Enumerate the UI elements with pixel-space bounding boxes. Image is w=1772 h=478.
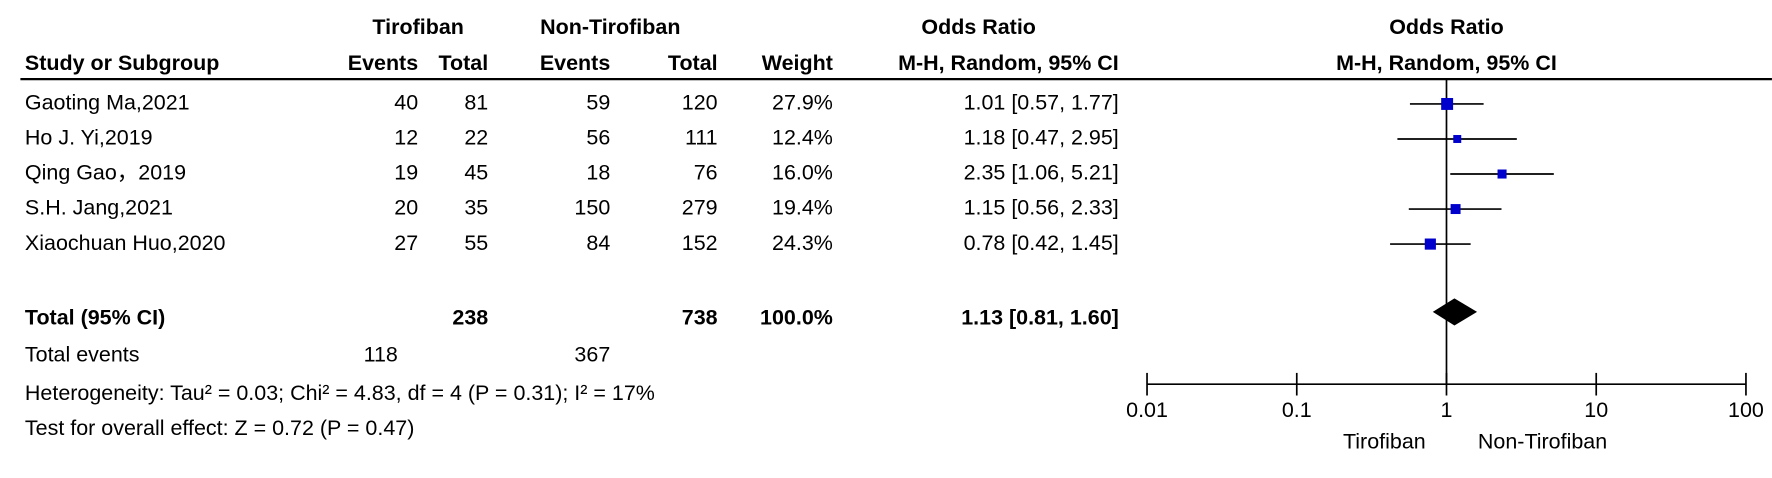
study-cell: 22 <box>464 126 488 150</box>
study-cell: 20 <box>394 196 418 220</box>
column-header: M-H, Random, 95% CI <box>898 51 1119 75</box>
total-events-cell: 367 <box>574 343 610 367</box>
effect-square <box>1450 204 1461 215</box>
heterogeneity: Heterogeneity: Tau² = 0.03; Chi² = 4.83,… <box>25 381 655 405</box>
study-cell: 150 <box>574 196 610 220</box>
study-cell: 1.15 [0.56, 2.33] <box>964 196 1119 220</box>
overall-effect: Test for overall effect: Z = 0.72 (P = 0… <box>25 416 414 440</box>
column-header: Total <box>439 51 489 75</box>
total-events-label: Total events <box>25 343 140 367</box>
group-header: Tirofiban <box>372 15 463 39</box>
total-label: Total (95% CI) <box>25 305 165 329</box>
study-cell: 1.01 [0.57, 1.77] <box>964 91 1119 115</box>
study-cell: 279 <box>682 196 718 220</box>
study-cell: 45 <box>464 161 488 185</box>
summary-diamond <box>1432 298 1478 326</box>
study-cell: 19.4% <box>772 196 833 220</box>
column-header: Events <box>348 51 418 75</box>
study-cell: 1.18 [0.47, 2.95] <box>964 126 1119 150</box>
study-cell: 152 <box>682 231 718 255</box>
group-header: Non-Tirofiban <box>540 15 680 39</box>
study-cell: 76 <box>694 161 718 185</box>
total-cell: 738 <box>682 305 718 329</box>
favours-label: Tirofiban <box>1343 430 1426 454</box>
study-cell: 12 <box>394 126 418 150</box>
study-name: S.H. Jang,2021 <box>25 196 173 220</box>
study-cell: 18 <box>586 161 610 185</box>
study-cell: 111 <box>685 126 718 150</box>
effect-square <box>1497 169 1507 179</box>
column-header: Total <box>668 51 718 75</box>
study-cell: 27.9% <box>772 91 833 115</box>
study-name: Gaoting Ma,2021 <box>25 91 190 115</box>
effect-square <box>1441 97 1454 110</box>
study-cell: 2.35 [1.06, 5.21] <box>964 161 1119 185</box>
study-cell: 40 <box>394 91 418 115</box>
total-events-cell: 118 <box>364 343 398 367</box>
study-cell: 81 <box>464 91 488 115</box>
study-cell: 0.78 [0.42, 1.45] <box>964 231 1119 255</box>
study-cell: 12.4% <box>772 126 833 150</box>
study-name: Xiaochuan Huo,2020 <box>25 231 226 255</box>
study-cell: 35 <box>464 196 488 220</box>
favours-label: Non-Tirofiban <box>1478 430 1607 454</box>
study-cell: 84 <box>586 231 610 255</box>
study-cell: 59 <box>586 91 610 115</box>
column-header: Study or Subgroup <box>25 51 219 75</box>
study-cell: 27 <box>394 231 418 255</box>
column-header: Events <box>540 51 610 75</box>
column-header: Weight <box>762 51 833 75</box>
effect-square <box>1424 238 1436 250</box>
x-tick-label: 100 <box>1728 398 1764 422</box>
column-header: M-H, Random, 95% CI <box>1336 51 1557 75</box>
x-tick-label: 0.1 <box>1282 398 1312 422</box>
x-tick-label: 10 <box>1584 398 1608 422</box>
study-cell: 16.0% <box>772 161 833 185</box>
total-cell: 238 <box>452 305 488 329</box>
x-tick-label: 0.01 <box>1126 398 1168 422</box>
study-name: Qing Gao，2019 <box>25 161 186 185</box>
study-cell: 120 <box>682 91 718 115</box>
effect-square <box>1453 135 1462 143</box>
study-name: Ho J. Yi,2019 <box>25 126 153 150</box>
study-cell: 56 <box>586 126 610 150</box>
study-cell: 19 <box>394 161 418 185</box>
study-cell: 24.3% <box>772 231 833 255</box>
total-cell: 100.0% <box>760 305 833 329</box>
study-cell: 55 <box>464 231 488 255</box>
group-header: Odds Ratio <box>921 15 1036 39</box>
group-header: Odds Ratio <box>1389 15 1504 39</box>
x-tick-label: 1 <box>1441 398 1453 422</box>
total-cell: 1.13 [0.81, 1.60] <box>961 305 1119 329</box>
